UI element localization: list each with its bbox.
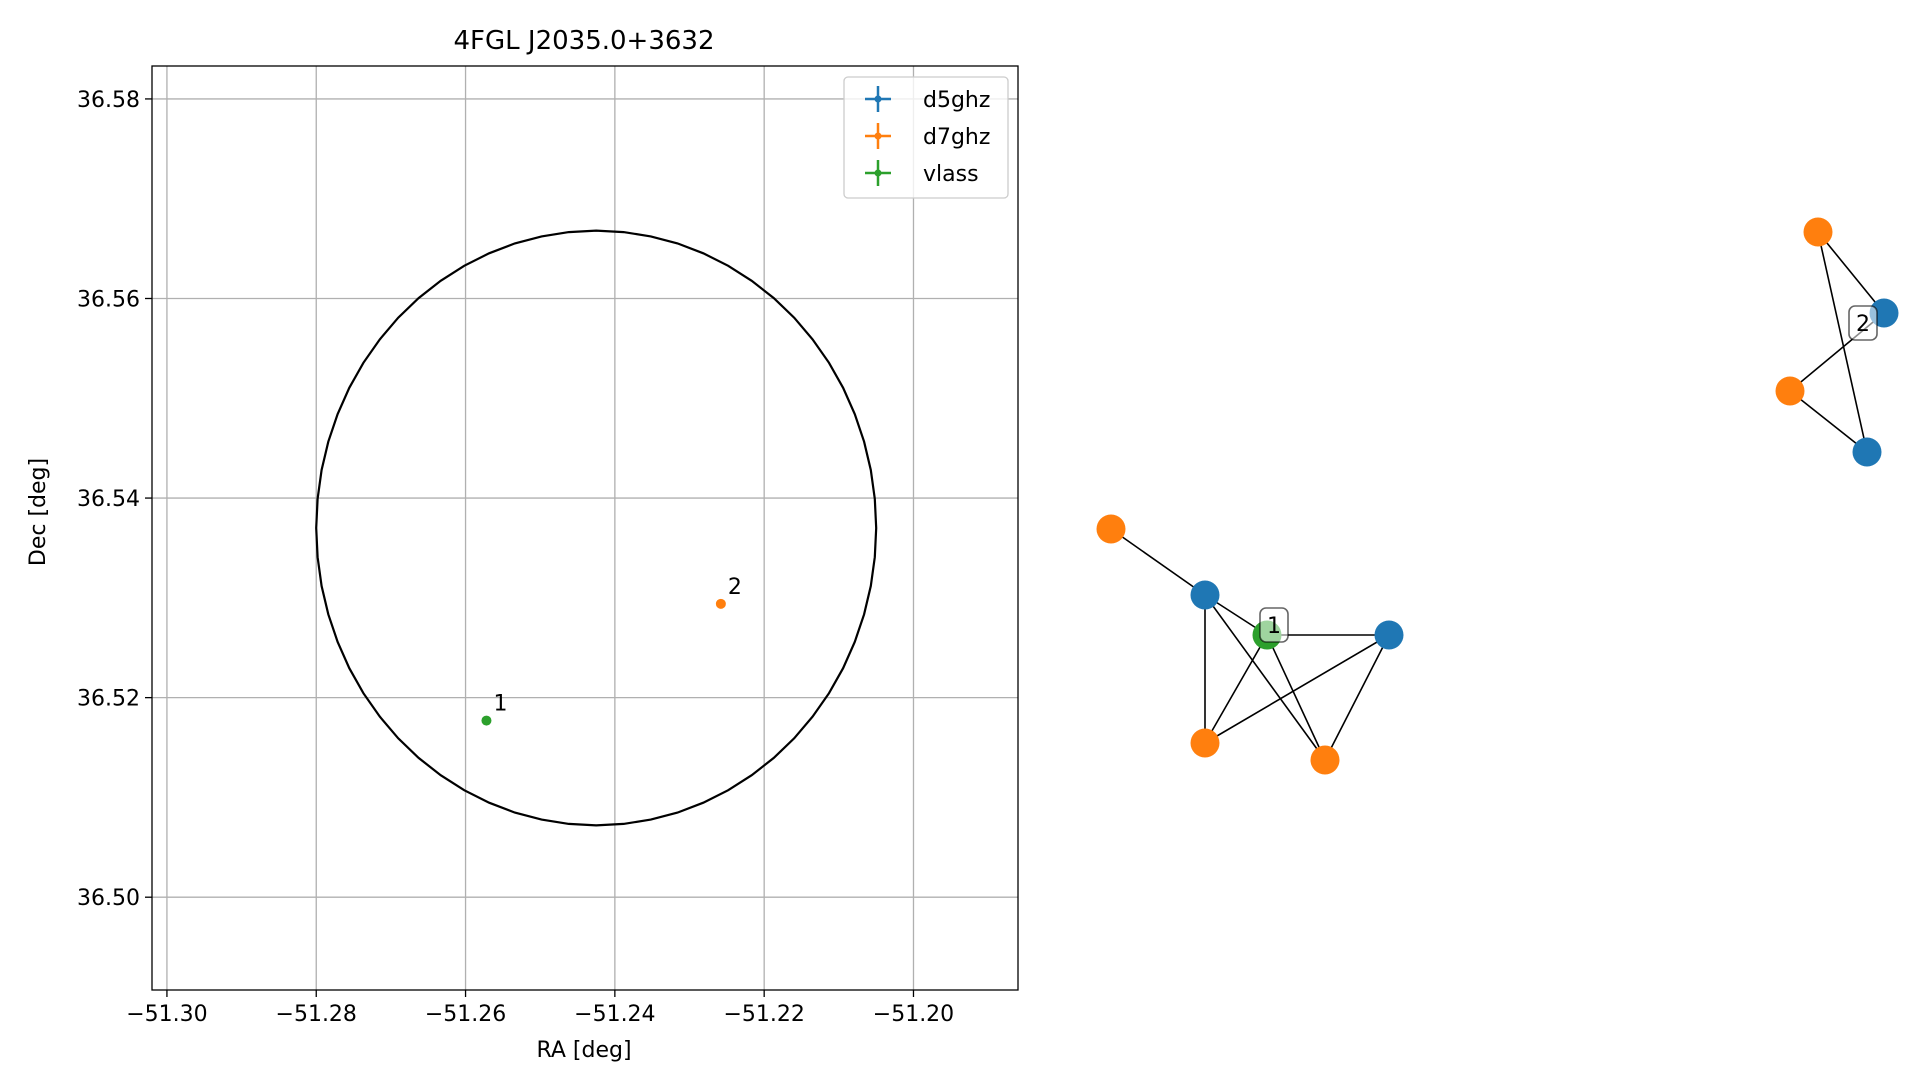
- network-edge: [1204, 594, 1326, 761]
- x-tick-label: −51.24: [574, 1002, 655, 1027]
- legend-marker-dot: [874, 95, 882, 103]
- network-group-label: 1: [1267, 614, 1281, 639]
- network-edge: [1817, 231, 1868, 453]
- network-group-label-box: [1848, 305, 1878, 341]
- x-ticks: −51.30 −51.28 −51.26 −51.24 −51.22 −51.20: [126, 990, 954, 1027]
- legend-label: vlass: [923, 162, 979, 187]
- y-axis-label: Dec [deg]: [26, 458, 51, 566]
- scatter-panel: 12 −51.30 −51.28 −51.26 −51.24 −51.22 −51.20 …: [26, 26, 1019, 1063]
- network-node: [1803, 217, 1833, 247]
- y-tick-label: 36.58: [77, 88, 140, 113]
- network-edge: [1204, 634, 1390, 744]
- source-point-label: 1: [493, 692, 507, 717]
- legend-label: d7ghz: [923, 125, 990, 150]
- network-group-label-box: [1259, 607, 1289, 643]
- y-tick-label: 36.52: [77, 687, 140, 712]
- network-edge: [1110, 528, 1206, 596]
- legend-label: d5ghz: [923, 88, 990, 113]
- x-tick-label: −51.20: [873, 1002, 954, 1027]
- y-tick-label: 36.54: [77, 487, 140, 512]
- network-node: [1374, 620, 1404, 650]
- network-nodes: [1096, 217, 1899, 775]
- x-tick-label: −51.30: [126, 1002, 207, 1027]
- chart-title: 4FGL J2035.0+3632: [454, 26, 715, 56]
- source-point: [481, 715, 492, 726]
- network-group-label: 2: [1856, 312, 1870, 337]
- network-node: [1310, 745, 1340, 775]
- x-tick-label: −51.28: [276, 1002, 357, 1027]
- network-node: [1775, 376, 1805, 406]
- error-circle: [315, 229, 878, 827]
- network-edge: [1266, 634, 1326, 761]
- network-edge: [1817, 231, 1885, 314]
- plot-frame: [151, 65, 1019, 991]
- network-node: [1096, 514, 1126, 544]
- legend-marker-dot: [874, 169, 882, 177]
- network-node: [1190, 728, 1220, 758]
- legend-marker-dot: [874, 132, 882, 140]
- points: 12: [481, 575, 742, 726]
- source-point-label: 2: [728, 575, 742, 600]
- network-group-labels: 12: [1259, 305, 1878, 643]
- y-tick-label: 36.56: [77, 287, 140, 312]
- x-tick-label: −51.22: [723, 1002, 804, 1027]
- source-point: [715, 598, 726, 609]
- network-node: [1852, 437, 1882, 467]
- network-edge: [1204, 634, 1268, 744]
- network-node: [1190, 580, 1220, 610]
- network-edges: [1110, 231, 1885, 761]
- y-tick-label: 36.50: [77, 886, 140, 911]
- network-edge: [1789, 390, 1868, 453]
- y-ticks: 36.50 36.52 36.54 36.56 36.58: [77, 88, 152, 911]
- x-tick-label: −51.26: [425, 1002, 506, 1027]
- network-edge: [1324, 634, 1390, 761]
- legend: d5ghz d7ghz vlass: [843, 76, 1009, 199]
- legend-box: [843, 76, 1009, 199]
- x-axis-label: RA [deg]: [536, 1038, 631, 1063]
- network-panel: 12: [1096, 217, 1899, 775]
- grid: [152, 66, 1018, 990]
